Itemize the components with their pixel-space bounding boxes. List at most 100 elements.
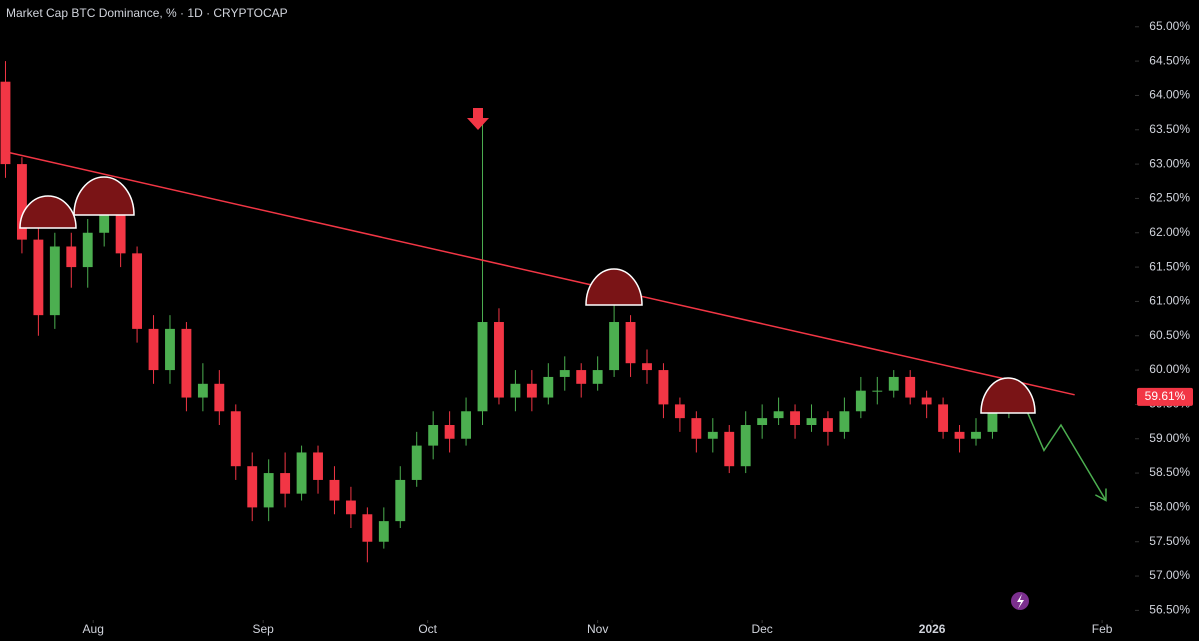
- candle-body: [461, 411, 471, 439]
- candle-body: [921, 397, 932, 405]
- candle-body: [411, 445, 422, 480]
- y-tick-label: 64.00%: [1149, 88, 1190, 102]
- candle-body: [609, 322, 620, 371]
- candle-body: [477, 322, 488, 412]
- y-tick-label: 65.00%: [1149, 19, 1190, 33]
- candle-body: [395, 479, 406, 522]
- candle-body: [872, 390, 883, 392]
- candle-body: [0, 81, 11, 165]
- y-tick-label: 57.00%: [1149, 568, 1190, 582]
- candle-body: [197, 383, 208, 398]
- candle-body: [99, 205, 110, 233]
- y-tick-label: 60.50%: [1149, 328, 1190, 342]
- candle-body: [823, 418, 833, 432]
- y-tick-label: 58.00%: [1149, 500, 1190, 514]
- candle-body: [642, 363, 652, 371]
- y-tick-label: 62.50%: [1149, 191, 1190, 205]
- candle-body: [247, 466, 258, 508]
- candle-body: [707, 431, 718, 439]
- candle-body: [839, 411, 850, 432]
- candle-body: [296, 452, 307, 494]
- candle-body: [33, 239, 44, 316]
- y-tick-label: 64.50%: [1149, 53, 1190, 67]
- annotations: [19, 108, 1036, 610]
- candle-body: [345, 500, 356, 515]
- alert-icon-bolt: [1017, 594, 1024, 609]
- x-tick-label: Sep: [253, 622, 275, 636]
- down-arrow: [467, 108, 489, 130]
- x-tick-label: 2026: [919, 622, 946, 636]
- y-tick-label: 57.50%: [1149, 534, 1190, 548]
- projection-arrowhead: [1095, 488, 1107, 502]
- candle-body: [724, 431, 735, 467]
- x-tick-label: Nov: [587, 622, 608, 636]
- candle-body: [954, 431, 965, 439]
- candle-body: [378, 521, 389, 542]
- candle-body: [806, 418, 817, 426]
- dome: [585, 268, 643, 306]
- y-tick-label: 63.50%: [1149, 122, 1190, 136]
- candle-body: [773, 411, 784, 419]
- x-tick-label: Oct: [418, 622, 437, 636]
- candle-body: [148, 328, 159, 371]
- candle-body: [592, 370, 603, 384]
- candle-body: [691, 418, 702, 439]
- candle-body: [66, 246, 77, 268]
- candle-body: [905, 376, 916, 398]
- candle-body: [280, 473, 291, 494]
- last-price-box: [1137, 387, 1193, 406]
- candle-body: [987, 411, 998, 432]
- candle-body: [49, 246, 60, 316]
- projection: [1019, 394, 1107, 501]
- candle-body: [362, 514, 373, 542]
- candle-body: [559, 370, 570, 377]
- candle-body: [510, 383, 521, 398]
- y-tick-label: 58.50%: [1149, 465, 1190, 479]
- candle-body: [494, 322, 504, 398]
- x-tick-label: Aug: [83, 622, 104, 636]
- candle-body: [16, 164, 27, 240]
- dome: [19, 195, 77, 229]
- candle-body: [230, 411, 241, 467]
- candle-body: [625, 322, 636, 364]
- candle-body: [855, 390, 866, 412]
- y-tick-label: 59.00%: [1149, 431, 1190, 445]
- candle-body: [82, 232, 93, 268]
- y-tick-label: 56.50%: [1149, 603, 1190, 617]
- x-tick-label: Dec: [751, 622, 772, 636]
- dome: [73, 176, 135, 216]
- candle-body: [526, 383, 537, 398]
- candle-body: [658, 370, 669, 405]
- candle-body: [132, 253, 143, 329]
- candle-body: [971, 431, 981, 439]
- candle-body: [444, 425, 455, 439]
- trendline: [5, 151, 1075, 396]
- y-tick-label: 61.00%: [1149, 294, 1190, 308]
- candle-body: [543, 376, 554, 398]
- last-price-label: 59.61%: [1145, 389, 1186, 403]
- y-tick-label: 63.00%: [1149, 156, 1190, 170]
- candle-body: [576, 370, 587, 384]
- candle-body: [428, 425, 439, 446]
- y-tick-label: 61.50%: [1149, 259, 1190, 273]
- candle-body: [329, 479, 340, 501]
- candle-body: [757, 418, 768, 426]
- candle-body: [938, 404, 949, 432]
- y-tick-label: 62.00%: [1149, 225, 1190, 239]
- candle-body: [888, 376, 899, 391]
- chart-title: Market Cap BTC Dominance, % · 1D · CRYPT…: [6, 6, 288, 20]
- y-tick-label: 60.00%: [1149, 362, 1190, 376]
- candle-body: [181, 328, 192, 398]
- plot: 56.50%57.00%57.50%58.00%58.50%59.00%59.5…: [0, 19, 1190, 636]
- candle-body: [263, 473, 274, 508]
- candle-body: [674, 404, 685, 419]
- candle-body: [214, 383, 225, 412]
- candle-body: [790, 411, 800, 426]
- candle-body: [313, 452, 323, 480]
- candle-body: [740, 425, 751, 467]
- candle-body: [165, 328, 175, 371]
- x-tick-label: Feb: [1092, 622, 1113, 636]
